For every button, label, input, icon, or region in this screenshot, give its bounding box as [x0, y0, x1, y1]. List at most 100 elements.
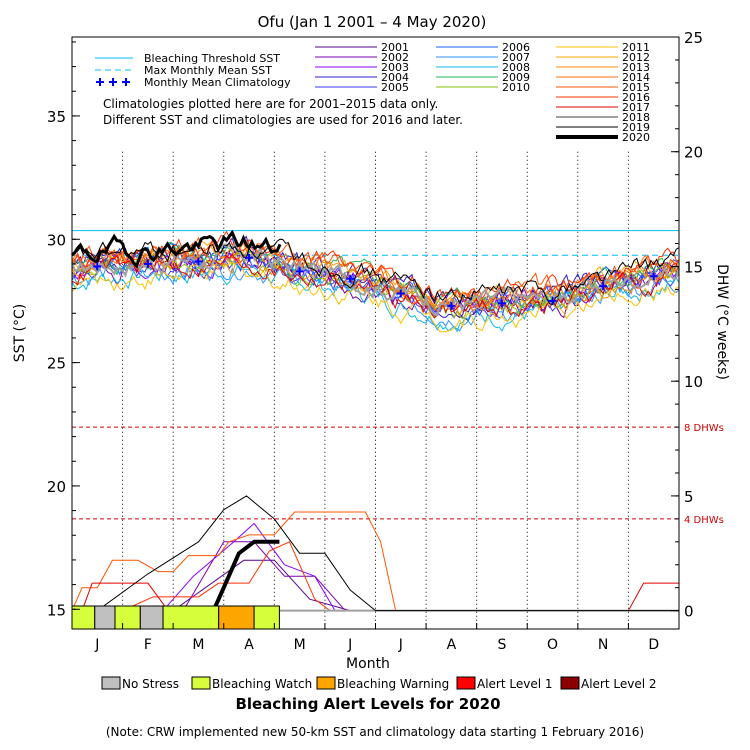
sst-line	[70, 229, 282, 269]
y-right-tick-label: 15	[684, 258, 703, 276]
alert-legend-swatch	[560, 676, 580, 690]
sst-line	[71, 250, 680, 319]
y-right-tick-label: 5	[684, 488, 694, 506]
year-legend-label: 2008	[502, 61, 530, 74]
alert-legend-label: No Stress	[122, 677, 179, 691]
y-axis-left-label: SST (°C)	[12, 304, 28, 362]
x-tick-label: J	[347, 637, 352, 653]
alert-legend-swatch	[191, 676, 211, 690]
y-left-tick-label: 15	[47, 601, 66, 619]
axes: 15 20 25 30 35 0 5 10 15 20 25 J F M A M J J A S O N D	[47, 29, 703, 653]
x-tick-label: F	[144, 637, 152, 653]
monthly-mean-climatology-markers	[93, 253, 658, 310]
dhw-reference-label: 8 DHWs	[684, 423, 724, 434]
year-legend-label: 2009	[502, 71, 530, 84]
x-tick-label: O	[547, 637, 558, 653]
x-tick-label: J	[398, 637, 403, 653]
sst-line	[71, 241, 680, 317]
climatology-marker	[346, 274, 355, 283]
year-legend-label: 2002	[381, 51, 409, 64]
year-legend-label: 2014	[622, 71, 650, 84]
climatology-marker	[447, 301, 456, 310]
dhw-line	[72, 522, 679, 612]
x-tick-label: J	[94, 637, 99, 653]
y-axis-right-label: DHW (°C weeks)	[714, 264, 730, 380]
legend-cross	[96, 78, 104, 86]
alert-legend-label: Alert Level 2	[581, 677, 657, 691]
year-legend-label: 2020	[622, 131, 650, 144]
year-legend-label: 2005	[381, 81, 409, 94]
climatology-note: Climatologies plotted here are for 2001–…	[103, 97, 463, 127]
alert-strip-segment	[162, 605, 220, 630]
climatology-marker	[497, 299, 506, 308]
climatology-marker	[295, 267, 304, 276]
y-right-tick-label: 25	[684, 29, 703, 47]
alert-strip-segment	[114, 605, 141, 630]
x-tick-label: D	[648, 637, 659, 653]
alert-legend-label: Alert Level 1	[477, 677, 553, 691]
alert-strip	[71, 605, 280, 630]
x-tick-label: M	[294, 637, 306, 653]
sst-line	[71, 239, 680, 312]
alert-strip-segment	[253, 605, 280, 630]
sst-line	[71, 238, 680, 306]
year-legend-label: 2011	[622, 41, 650, 54]
alert-legend-label: Bleaching Warning	[337, 677, 449, 691]
dhw-line	[71, 511, 679, 612]
dhw-reference-label: 4 DHWs	[684, 515, 724, 526]
climatology-marker	[93, 262, 102, 271]
climatology-marker	[396, 289, 405, 298]
alert-strip-segment	[94, 605, 116, 630]
legend-cross	[109, 78, 117, 86]
alert-legend-swatch	[101, 676, 121, 690]
dhw-line	[72, 541, 679, 612]
year-legend-label: 2016	[622, 91, 650, 104]
year-legend-label: 2010	[502, 81, 530, 94]
alert-levels-title: Bleaching Alert Levels for 2020	[235, 695, 500, 713]
x-tick-label: A	[244, 637, 254, 653]
year-legend-label: 2001	[381, 41, 409, 54]
legend-label: Monthly Mean Climatology	[144, 76, 291, 89]
year-legend-label: 2012	[622, 51, 650, 64]
x-tick-label: S	[498, 637, 507, 653]
alert-levels-legend: No Stress Bleaching Watch Bleaching Warnin…	[101, 676, 657, 691]
climatology-marker	[649, 272, 658, 281]
dhw-series	[71, 495, 679, 613]
year-legend-label: 2003	[381, 61, 409, 74]
y-right-tick-label: 10	[684, 373, 703, 391]
year-legend-label: 2004	[381, 71, 409, 84]
year-legend-label: 2019	[622, 121, 650, 134]
legend-label: Max Monthly Mean SST	[144, 64, 272, 77]
climatology-marker	[194, 257, 203, 266]
y-left-tick-label: 25	[47, 355, 66, 373]
climatology-marker	[143, 259, 152, 268]
sst-series	[70, 229, 680, 333]
x-tick-label: M	[192, 637, 204, 653]
y-right-tick-label: 0	[684, 603, 694, 621]
alert-legend-swatch	[456, 676, 476, 690]
year-legend-label: 2017	[622, 101, 650, 114]
x-axis-label: Month	[346, 656, 390, 672]
year-legend-label: 2007	[502, 51, 530, 64]
y-left-tick-label: 35	[47, 108, 66, 126]
legend-cross	[122, 78, 130, 86]
alert-strip-segment	[139, 605, 164, 630]
x-tick-label: A	[447, 637, 457, 653]
climatology-marker	[245, 253, 254, 262]
footnote: (Note: CRW implemented new 50-km SST and…	[106, 725, 644, 739]
climatology-marker	[599, 282, 608, 291]
alert-legend-swatch	[316, 676, 336, 690]
y-left-tick-label: 20	[47, 478, 66, 496]
year-legend-label: 2006	[502, 41, 530, 54]
climatology-marker	[548, 296, 557, 305]
sst-line	[71, 235, 680, 322]
year-legend-label: 2015	[622, 81, 650, 94]
dhw-line	[72, 495, 679, 612]
sst-line	[71, 259, 680, 333]
climatology-note-line: Climatologies plotted here are for 2001–…	[103, 97, 438, 111]
legend-label: Bleaching Threshold SST	[144, 52, 280, 65]
reference-lines: 8 DHWs 4 DHWs	[72, 230, 724, 526]
